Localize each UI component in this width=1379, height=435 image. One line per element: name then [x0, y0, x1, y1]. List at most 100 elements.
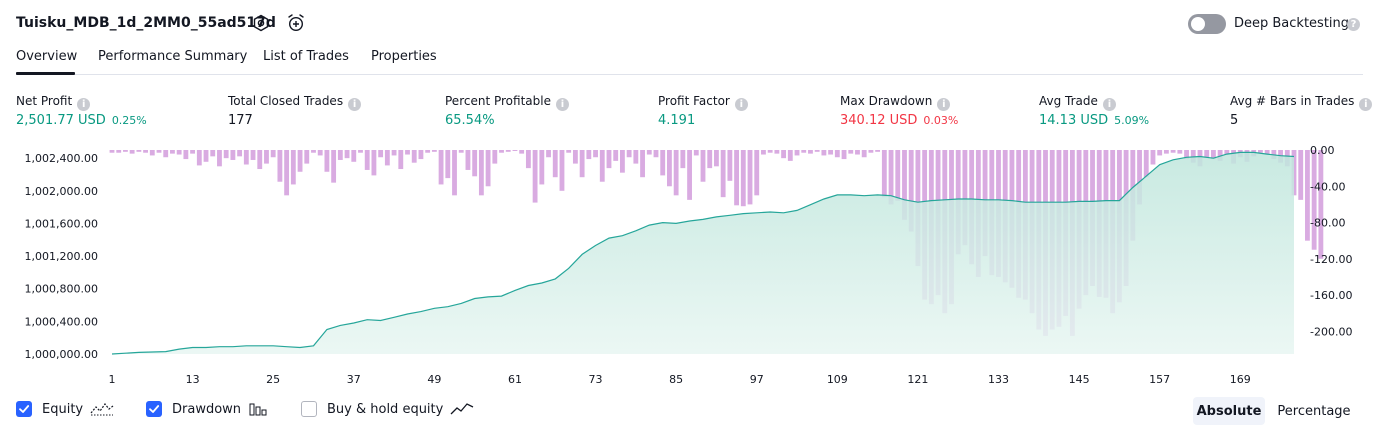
deep-backtesting-toggle[interactable]	[1188, 14, 1226, 34]
active-tab-indicator	[16, 72, 75, 75]
drawdown-bar	[761, 150, 766, 155]
drawdown-bar	[606, 150, 612, 169]
x-axis-tick: 133	[988, 373, 1009, 386]
equity-drawdown-chart[interactable]: 1,002,400.00 1,002,000.00 1,001,600.00 1,00…	[0, 140, 1379, 390]
drawdown-bar	[1258, 150, 1263, 153]
info-icon[interactable]: i	[1102, 98, 1116, 111]
metric-label-max-drawdown: Max Drawdown i	[840, 94, 951, 111]
buy-hold-label: Buy & hold equity	[327, 401, 444, 417]
drawdown-bar	[707, 150, 713, 169]
drawdown-bar	[465, 150, 471, 170]
metric-label-percent-profitable: Percent Profitable i	[445, 94, 569, 111]
drawdown-bar	[740, 150, 746, 207]
right-axis-tick: -120.00	[1310, 253, 1352, 266]
drawdown-bar	[384, 150, 390, 166]
drawdown-bar	[1298, 150, 1304, 200]
drawdown-bar	[1204, 150, 1210, 158]
drawdown-bar	[546, 150, 551, 158]
info-icon[interactable]: i	[734, 98, 748, 111]
metric-value-profit-factor: 4.191	[658, 113, 696, 128]
drawdown-bar	[687, 150, 692, 200]
metric-value-avg-trade: 14.13 USD 5.09%	[1039, 113, 1150, 128]
drawdown-bar	[908, 150, 914, 232]
drawdown-bar	[431, 150, 437, 152]
metric-label-avg-trade: Avg Trade i	[1039, 94, 1116, 111]
drawdown-bar	[250, 150, 256, 160]
buy-hold-toggle[interactable]: Buy & hold equity	[301, 401, 474, 417]
drawdown-bar	[418, 150, 424, 160]
info-icon[interactable]: i	[348, 98, 362, 111]
equity-checkbox[interactable]	[16, 401, 32, 417]
info-icon[interactable]: i	[555, 98, 569, 111]
percentage-button[interactable]: Percentage	[1277, 403, 1351, 419]
info-icon[interactable]: i	[77, 98, 91, 111]
equity-toggle[interactable]: Equity	[16, 401, 114, 417]
drawdown-bar	[660, 150, 666, 176]
drawdown-bar	[633, 150, 639, 164]
drawdown-bar	[143, 150, 148, 153]
drawdown-bar	[680, 150, 686, 169]
drawdown-toggle[interactable]: Drawdown	[146, 401, 268, 417]
absolute-button[interactable]: Absolute	[1193, 397, 1265, 425]
drawdown-bar	[1170, 150, 1176, 153]
drawdown-bar	[1150, 150, 1156, 165]
drawdown-bar	[787, 150, 793, 161]
drawdown-bar	[257, 150, 263, 170]
drawdown-bar	[1143, 150, 1149, 178]
drawdown-bar	[277, 150, 283, 182]
strategy-title: Tuisku_MDB_1d_2MM0_55ad517d	[16, 15, 276, 31]
drawdown-bar	[297, 150, 303, 172]
tab-performance-summary[interactable]: Performance Summary	[98, 49, 248, 64]
right-axis-tick: -40.00	[1310, 180, 1345, 193]
drawdown-bar	[552, 150, 558, 178]
drawdown-bar	[794, 150, 800, 156]
drawdown-bar	[828, 150, 834, 155]
tab-overview[interactable]: Overview	[16, 49, 78, 64]
add-alert-icon[interactable]	[285, 12, 307, 34]
drawdown-bar	[1157, 150, 1163, 156]
left-axis-tick: 1,000,000.00	[25, 348, 98, 361]
metric-value-max-drawdown: 340.12 USD 0.03%	[840, 113, 959, 128]
drawdown-checkbox[interactable]	[146, 401, 162, 417]
drawdown-bar	[378, 150, 384, 158]
drawdown-bar	[411, 150, 417, 163]
tab-list-of-trades[interactable]: List of Trades	[263, 49, 349, 64]
drawdown-bar	[230, 150, 236, 160]
x-axis-tick: 37	[347, 373, 361, 386]
left-axis-tick: 1,000,400.00	[25, 315, 98, 328]
metric-value-net-profit: 2,501.77 USD 0.25%	[16, 113, 147, 128]
drawdown-bar	[781, 150, 787, 159]
x-axis-tick: 85	[669, 373, 683, 386]
drawdown-bar	[203, 150, 209, 162]
buy-hold-checkbox[interactable]	[301, 401, 317, 417]
right-axis-tick: -160.00	[1310, 289, 1352, 302]
drawdown-bar	[358, 150, 363, 153]
drawdown-bar	[572, 150, 578, 164]
drawdown-bar	[801, 150, 807, 153]
help-icon[interactable]: ?	[1347, 18, 1360, 31]
info-icon[interactable]: i	[937, 98, 951, 111]
toggle-knob	[1191, 17, 1205, 31]
drawdown-bar	[472, 150, 478, 177]
metric-label-avg-bars: Avg # Bars in Trades i	[1230, 94, 1373, 111]
drawdown-bar	[841, 150, 847, 160]
drawdown-bar	[881, 150, 887, 198]
right-axis-tick: -80.00	[1310, 217, 1345, 230]
drawdown-bar	[720, 150, 726, 198]
tab-properties[interactable]: Properties	[371, 49, 437, 64]
drawdown-bar	[331, 150, 337, 183]
drawdown-bar	[1184, 150, 1189, 160]
drawdown-bar	[163, 150, 169, 158]
drawdown-bar	[875, 150, 881, 152]
drawdown-bar	[499, 150, 504, 153]
drawdown-bar	[693, 150, 699, 156]
drawdown-bar	[593, 150, 598, 158]
drawdown-bar	[579, 150, 585, 178]
drawdown-bar	[149, 150, 155, 156]
drawdown-bar	[646, 150, 652, 155]
info-icon[interactable]: i	[1359, 98, 1373, 111]
drawdown-bar	[1305, 150, 1310, 241]
settings-icon[interactable]	[250, 12, 272, 34]
drawdown-bar	[237, 150, 243, 157]
drawdown-bar	[599, 150, 605, 182]
